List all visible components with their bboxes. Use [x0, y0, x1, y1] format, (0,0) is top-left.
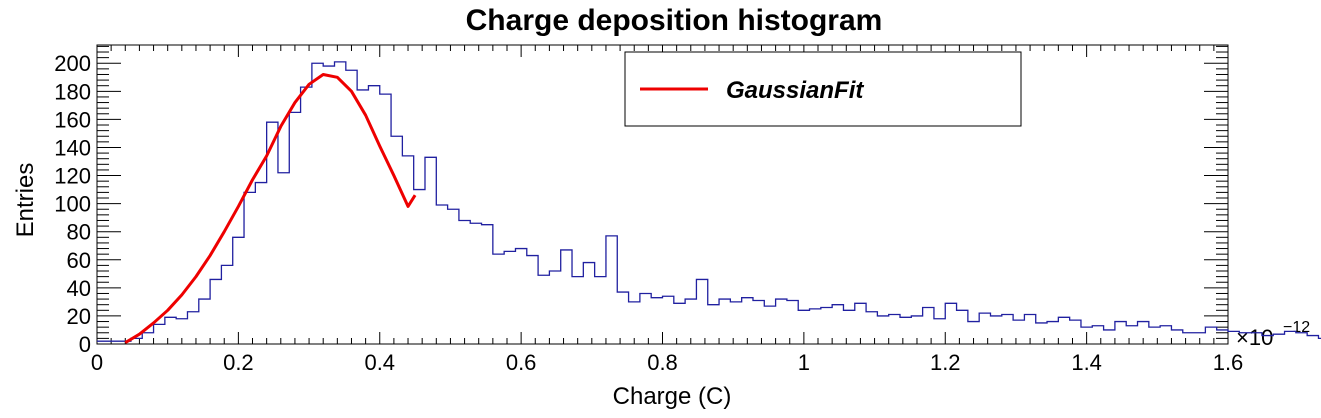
x-tick-label: 0.2: [223, 350, 254, 375]
legend-label-gaussianfit: GaussianFit: [726, 77, 864, 104]
x-scale-exponent: −12: [1283, 319, 1310, 336]
y-axis-title: Entries: [12, 163, 39, 238]
y-tick-label: 180: [54, 79, 91, 104]
y-tick-labels: 0 20 40 60 80 100 120 140 160 180 200: [54, 51, 91, 357]
x-scale-base: ×10: [1236, 325, 1273, 350]
axis-ticks: [96, 45, 1229, 345]
y-tick-label: 120: [54, 164, 91, 189]
y-tick-label: 0: [79, 332, 91, 357]
x-tick-label: 0.6: [506, 350, 537, 375]
x-tick-label: 0.4: [364, 350, 395, 375]
histogram-steps: [97, 61, 1321, 342]
chart-title: Charge deposition histogram: [466, 4, 883, 37]
histogram: [97, 61, 1321, 342]
x-tick-labels: 0 0.2 0.4 0.6 0.8 1 1.2 1.4 1.6: [91, 350, 1243, 375]
y-tick-label: 200: [54, 51, 91, 76]
x-tick-label: 1: [798, 350, 810, 375]
fit-curve: [124, 72, 417, 344]
x-tick-label: 1.4: [1071, 350, 1102, 375]
x-tick-label: 1.6: [1213, 350, 1244, 375]
y-tick-label: 60: [67, 248, 91, 273]
y-tick-label: 40: [67, 276, 91, 301]
x-axis-title: Charge (C): [613, 383, 732, 410]
y-tick-label: 160: [54, 107, 91, 132]
x-tick-label: 0: [91, 350, 103, 375]
y-tick-label: 80: [67, 220, 91, 245]
legend: GaussianFit: [624, 51, 1022, 127]
fit-line-gaussianfit: [124, 72, 417, 344]
y-tick-label: 140: [54, 135, 91, 160]
x-tick-label: 0.8: [647, 350, 678, 375]
x-tick-label: 1.2: [930, 350, 961, 375]
y-tick-label: 100: [54, 192, 91, 217]
y-tick-label: 20: [67, 304, 91, 329]
